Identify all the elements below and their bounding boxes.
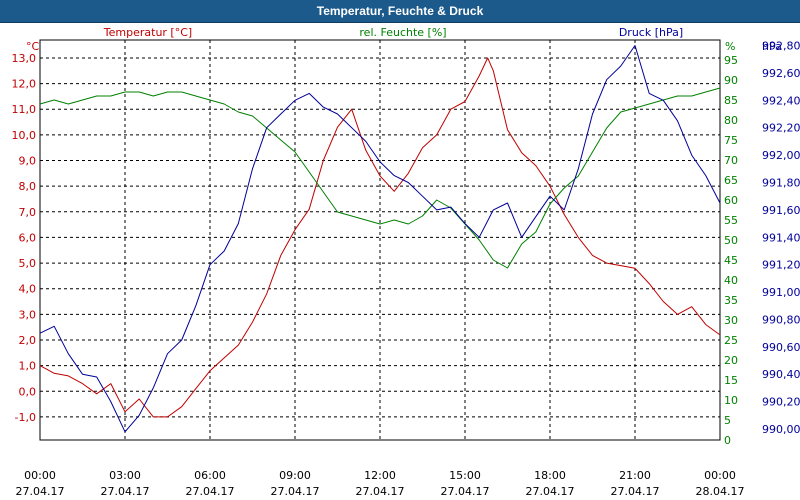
- y-right-unit: hPa: [762, 40, 782, 53]
- y-left-tick: 10,0: [12, 129, 37, 142]
- y-middle-tick: 20: [724, 354, 738, 367]
- x-tick-date: 27.04.17: [16, 485, 65, 498]
- y-right-tick: 992,40: [762, 94, 800, 107]
- plot-area-frame: [39, 39, 721, 441]
- y-middle-tick: 40: [724, 274, 738, 287]
- grid: [40, 40, 720, 440]
- y-left-unit: °C: [26, 40, 40, 53]
- y-right-tick: 992,80: [762, 39, 800, 52]
- y-left-tick: 6,0: [19, 231, 37, 244]
- y-middle-tick: 25: [724, 334, 738, 347]
- y-left-tick: 5,0: [19, 257, 37, 270]
- series: [39, 45, 721, 433]
- y-right-tick: 991,80: [762, 176, 800, 189]
- y-middle-tick: 30: [724, 314, 738, 327]
- y-left-tick: 0,0: [19, 385, 37, 398]
- y-left-tick: -1,0: [15, 411, 36, 424]
- x-tick-time: 09:00: [279, 469, 311, 482]
- series-line-pressure: [39, 45, 721, 433]
- y-right-tick: 990,80: [762, 313, 800, 326]
- y-left-tick: 11,0: [12, 103, 37, 116]
- x-tick-date: 27.04.17: [526, 485, 575, 498]
- y-right-tick: 990,20: [762, 396, 800, 409]
- x-tick-date: 27.04.17: [611, 485, 660, 498]
- y-left-tick: 2,0: [19, 334, 37, 347]
- y-right-tick: 991,40: [762, 231, 800, 244]
- x-tick-date: 27.04.17: [271, 485, 320, 498]
- series-line-temperature: [39, 57, 721, 418]
- y-middle-tick: 70: [724, 154, 738, 167]
- y-middle-tick: 0: [724, 434, 731, 447]
- y-right-tick: 992,60: [762, 67, 800, 80]
- y-right-tick: 991,60: [762, 204, 800, 217]
- x-tick-date: 27.04.17: [441, 485, 490, 498]
- y-left-tick: 9,0: [19, 155, 37, 168]
- y-right-tick: 992,20: [762, 122, 800, 135]
- y-left-tick: 7,0: [19, 206, 37, 219]
- x-tick-time: 15:00: [449, 469, 481, 482]
- y-right-tick: 992,00: [762, 149, 800, 162]
- y-right-tick: 991,20: [762, 259, 800, 272]
- y-left-tick: 4,0: [19, 283, 37, 296]
- y-right-tick: 990,00: [762, 423, 800, 436]
- y-left-tick: 1,0: [19, 360, 37, 373]
- y-middle-tick: 60: [724, 194, 738, 207]
- y-middle-tick: 45: [724, 254, 738, 267]
- y-left-tick: 12,0: [12, 78, 37, 91]
- y-middle-tick: 35: [724, 294, 738, 307]
- series-line-humidity: [39, 87, 721, 269]
- y-middle-unit: %: [725, 40, 735, 53]
- y-middle-tick: 15: [724, 374, 738, 387]
- y-right-tick: 990,40: [762, 368, 800, 381]
- x-tick-time: 18:00: [534, 469, 566, 482]
- y-left-tick: 8,0: [19, 180, 37, 193]
- y-middle-tick: 90: [724, 74, 738, 87]
- y-right-tick: 991,00: [762, 286, 800, 299]
- x-tick-time: 21:00: [619, 469, 651, 482]
- y-middle-tick: 50: [724, 234, 738, 247]
- y-middle-tick: 75: [724, 134, 738, 147]
- y-middle-tick: 95: [724, 54, 738, 67]
- y-left-tick: 13,0: [12, 52, 37, 65]
- x-tick-date: 28.04.17: [696, 485, 745, 498]
- x-tick-time: 03:00: [109, 469, 141, 482]
- x-tick-date: 27.04.17: [101, 485, 150, 498]
- axes-labels: Temperatur [°C] rel. Feuchte [%] Druck […: [26, 26, 782, 53]
- x-tick-time: 00:00: [704, 469, 736, 482]
- y-middle-label: rel. Feuchte [%]: [359, 26, 446, 39]
- y-left-label: Temperatur [°C]: [103, 26, 192, 39]
- y-middle-tick: 65: [724, 174, 738, 187]
- y-middle-tick: 85: [724, 94, 738, 107]
- y-middle-tick: 55: [724, 214, 738, 227]
- y-right-tick: 990,60: [762, 341, 800, 354]
- x-tick-time: 12:00: [364, 469, 396, 482]
- y-middle-tick: 5: [724, 414, 731, 427]
- x-tick-time: 00:00: [24, 469, 56, 482]
- x-tick-time: 06:00: [194, 469, 226, 482]
- x-tick-date: 27.04.17: [356, 485, 405, 498]
- ticks: 00:00 27.04.17 03:00 27.04.17 06:00 27.04.17 0…: [12, 39, 800, 498]
- chart-title: Temperatur, Feuchte & Druck: [316, 4, 484, 18]
- y-left-tick: 3,0: [19, 308, 37, 321]
- y-right-label: Druck [hPa]: [619, 26, 683, 39]
- y-middle-tick: 10: [724, 394, 738, 407]
- x-tick-date: 27.04.17: [186, 485, 235, 498]
- y-middle-tick: 80: [724, 114, 738, 127]
- chart-title-bar: Temperatur, Feuchte & Druck: [0, 0, 800, 23]
